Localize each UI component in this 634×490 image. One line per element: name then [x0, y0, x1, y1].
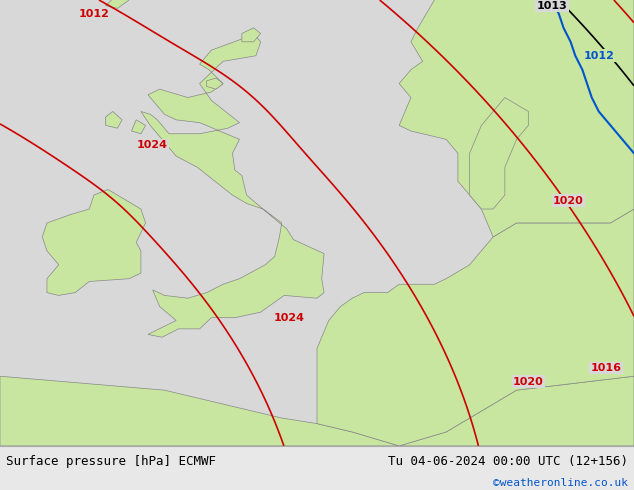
Text: 1024: 1024 — [273, 313, 304, 323]
Polygon shape — [317, 209, 634, 446]
Text: Tu 04-06-2024 00:00 UTC (12+156): Tu 04-06-2024 00:00 UTC (12+156) — [387, 455, 628, 468]
Text: 1012: 1012 — [583, 51, 614, 61]
Polygon shape — [42, 190, 146, 295]
Polygon shape — [141, 33, 324, 337]
Polygon shape — [242, 28, 261, 42]
Polygon shape — [0, 376, 634, 446]
Text: 1020: 1020 — [553, 196, 584, 206]
Text: 1013: 1013 — [536, 0, 567, 11]
Text: 1024: 1024 — [137, 140, 168, 150]
Text: 1012: 1012 — [79, 9, 109, 19]
Polygon shape — [131, 120, 146, 134]
Text: 1016: 1016 — [590, 363, 621, 373]
Polygon shape — [106, 112, 122, 128]
Text: ©weatheronline.co.uk: ©weatheronline.co.uk — [493, 478, 628, 489]
Polygon shape — [399, 0, 634, 237]
Polygon shape — [470, 98, 528, 209]
Polygon shape — [207, 78, 223, 89]
Text: 1020: 1020 — [513, 377, 544, 387]
Text: Surface pressure [hPa] ECMWF: Surface pressure [hPa] ECMWF — [6, 455, 216, 468]
Polygon shape — [106, 0, 129, 8]
